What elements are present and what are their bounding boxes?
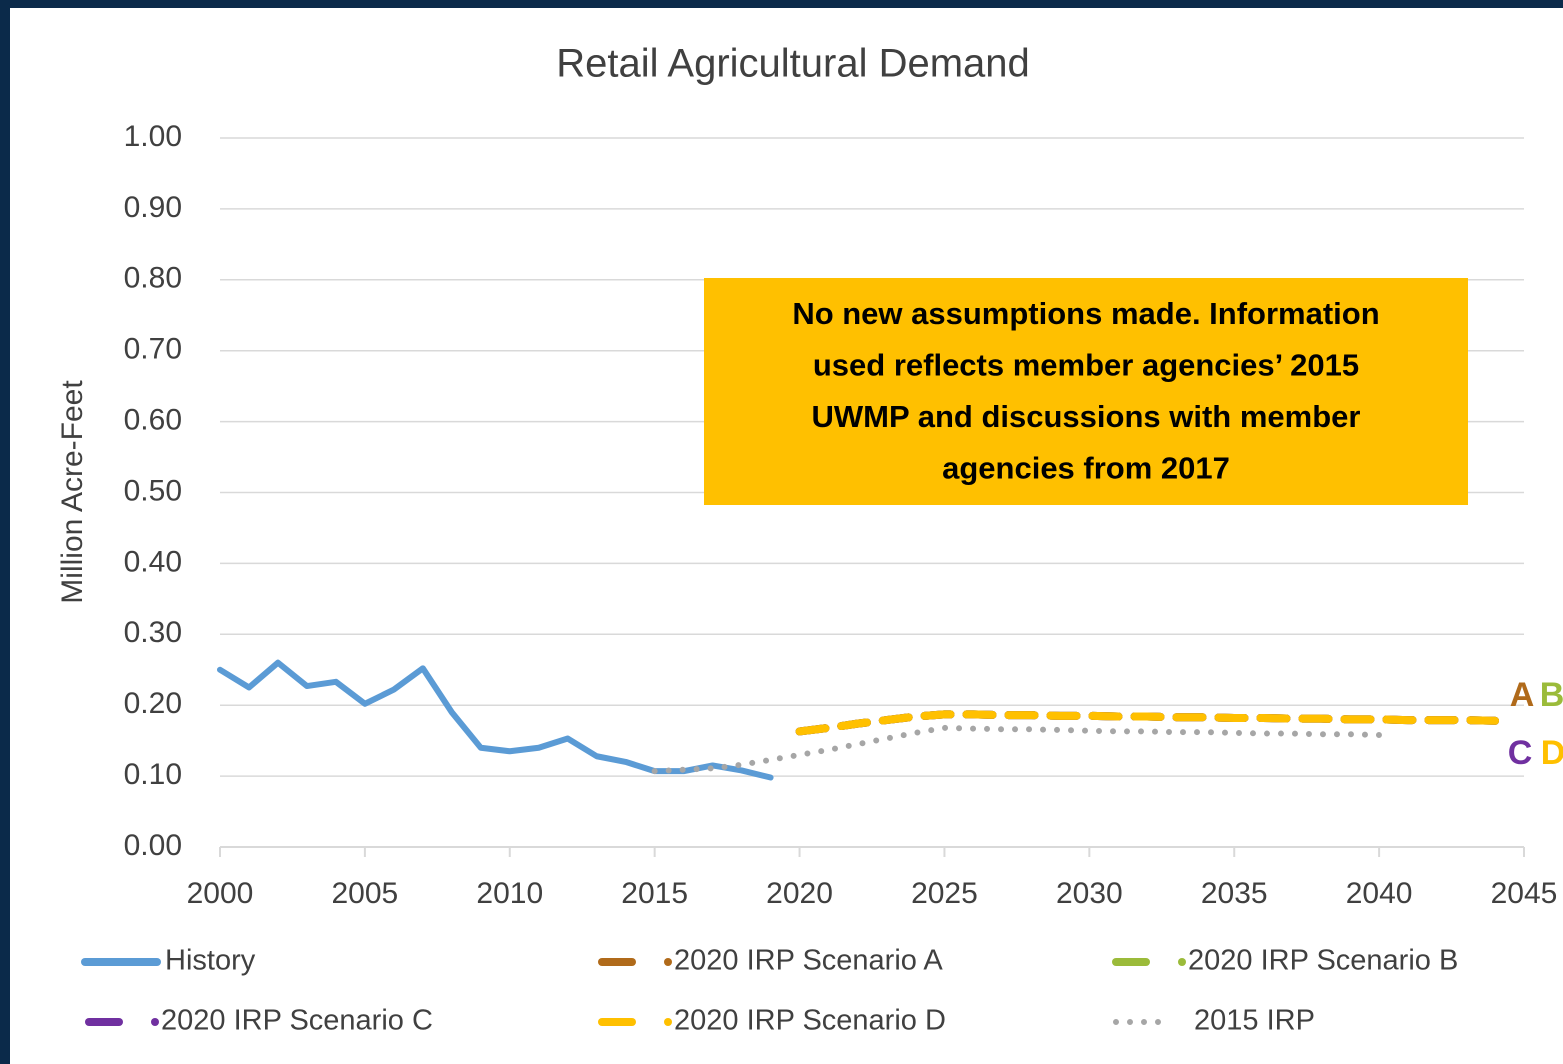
legend-swatch-dot: [664, 958, 672, 966]
x-tick-label: 2030: [1056, 877, 1123, 910]
y-tick-label: 0.20: [124, 687, 182, 720]
y-tick-label: 0.40: [124, 545, 182, 578]
note-text: No new assumptions made. Information: [792, 296, 1379, 331]
legend-label: 2020 IRP Scenario C: [161, 1005, 433, 1037]
legend-label: History: [165, 945, 256, 977]
x-tick-label: 2040: [1346, 877, 1413, 910]
x-tick-label: 2010: [476, 877, 543, 910]
note-text: agencies from 2017: [942, 451, 1230, 486]
x-tick-label: 2000: [187, 877, 254, 910]
series-line: [217, 659, 774, 781]
y-tick-label: 0.10: [124, 758, 182, 791]
y-tick-label: 0.50: [124, 474, 182, 507]
y-tick-label: 0.90: [124, 191, 182, 224]
legend-label: 2020 IRP Scenario D: [674, 1005, 946, 1037]
y-tick-label: 0.70: [124, 333, 182, 366]
y-tick-label: 0.00: [124, 829, 182, 862]
y-tick-label: 0.60: [124, 404, 182, 437]
legend-swatch-dot: [151, 1018, 159, 1026]
scenario-letter: C: [1508, 734, 1533, 772]
legend-label: 2020 IRP Scenario A: [674, 945, 943, 977]
y-tick-label: 1.00: [124, 120, 182, 153]
x-tick-label: 2045: [1491, 877, 1558, 910]
legend-label: 2015 IRP: [1194, 1005, 1315, 1037]
legend-swatch-dot: [664, 1018, 672, 1026]
x-tick-label: 2005: [332, 877, 399, 910]
x-tick-label: 2035: [1201, 877, 1268, 910]
x-tick-label: 2015: [621, 877, 688, 910]
x-tick-label: 2020: [766, 877, 833, 910]
legend-swatch-dot: [1178, 958, 1186, 966]
series-line: [651, 724, 1383, 775]
y-tick-label: 0.80: [124, 262, 182, 295]
note-text: used reflects member agencies’ 2015: [813, 348, 1359, 383]
note-text: UWMP and discussions with member: [812, 399, 1361, 434]
scenario-letter: B: [1540, 676, 1563, 714]
scenario-letter: A: [1510, 676, 1535, 714]
series-line: [795, 710, 1500, 736]
legend-label: 2020 IRP Scenario B: [1188, 945, 1458, 977]
chart-panel: [10, 8, 1563, 1064]
chart-title: Retail Agricultural Demand: [556, 42, 1030, 86]
y-tick-label: 0.30: [124, 616, 182, 649]
x-tick-label: 2025: [911, 877, 978, 910]
scenario-letter: D: [1541, 734, 1563, 772]
y-axis-label: Million Acre-Feet: [56, 380, 89, 604]
note-box: [704, 278, 1468, 505]
